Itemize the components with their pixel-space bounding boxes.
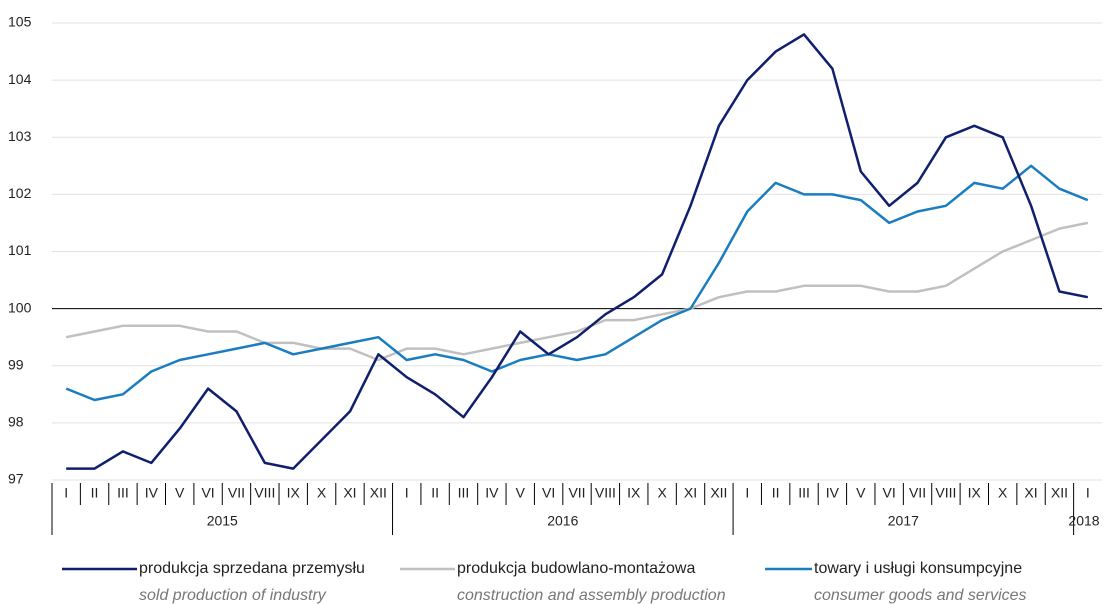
x-tick-label: XI [684, 485, 697, 501]
legend-label-en: construction and assembly production [457, 587, 726, 604]
x-tick-label: V [516, 485, 526, 501]
x-tick-label: VIII [595, 485, 616, 501]
x-tick-label: IX [627, 485, 641, 501]
x-tick-label: VII [228, 485, 245, 501]
y-tick-label: 105 [8, 14, 32, 30]
year-label: 2015 [207, 513, 238, 529]
x-tick-label: X [657, 485, 667, 501]
y-tick-label: 97 [8, 471, 24, 487]
x-tick-label: IV [145, 485, 159, 501]
legend-label-en: sold production of industry [139, 587, 327, 604]
legend-label: produkcja sprzedana przemysłu [139, 560, 365, 577]
x-tick-label: IX [968, 485, 982, 501]
x-tick-label: VIII [254, 485, 275, 501]
x-tick-label: I [745, 485, 749, 501]
x-tick-label: IX [287, 485, 301, 501]
x-tick-label: III [117, 485, 129, 501]
x-tick-label: XI [343, 485, 356, 501]
x-tick-label: II [91, 485, 99, 501]
series-line [65, 221, 1089, 362]
y-tick-label: 103 [8, 128, 32, 144]
x-tick-label: II [772, 485, 780, 501]
series-line [65, 164, 1089, 402]
x-tick-label: VII [568, 485, 585, 501]
x-tick-label: VI [883, 485, 896, 501]
legend-label-en: consumer goods and services [814, 587, 1027, 604]
series-line [66, 33, 1089, 470]
y-tick-label: 104 [8, 71, 32, 87]
x-tick-label: XI [1024, 485, 1037, 501]
x-tick-label: XII [710, 485, 727, 501]
y-tick-label: 102 [8, 185, 32, 201]
y-tick-label: 99 [8, 356, 24, 372]
legend-label: towary i usługi konsumpcyjne [814, 560, 1022, 577]
x-tick-label: I [64, 485, 68, 501]
x-tick-label: XII [370, 485, 387, 501]
year-label: 2016 [547, 513, 578, 529]
year-label: 2018 [1068, 513, 1099, 529]
x-tick-label: I [1086, 485, 1090, 501]
x-tick-label: V [175, 485, 185, 501]
x-tick-label: III [458, 485, 470, 501]
y-tick-label: 98 [8, 414, 24, 430]
year-label: 2017 [888, 513, 919, 529]
x-tick-label: VI [201, 485, 214, 501]
y-tick-label: 100 [8, 299, 32, 315]
x-tick-label: VIII [935, 485, 956, 501]
x-tick-label: IV [485, 485, 499, 501]
legend-label: produkcja budowlano-montażowa [457, 560, 695, 577]
x-tick-label: II [431, 485, 439, 501]
x-tick-label: X [317, 485, 327, 501]
x-tick-label: XII [1051, 485, 1068, 501]
y-tick-label: 101 [8, 242, 32, 258]
x-tick-label: VII [909, 485, 926, 501]
x-tick-label: VI [542, 485, 555, 501]
x-tick-label: I [405, 485, 409, 501]
x-tick-label: IV [826, 485, 840, 501]
x-tick-label: III [798, 485, 810, 501]
x-tick-label: X [998, 485, 1008, 501]
x-tick-label: V [856, 485, 866, 501]
